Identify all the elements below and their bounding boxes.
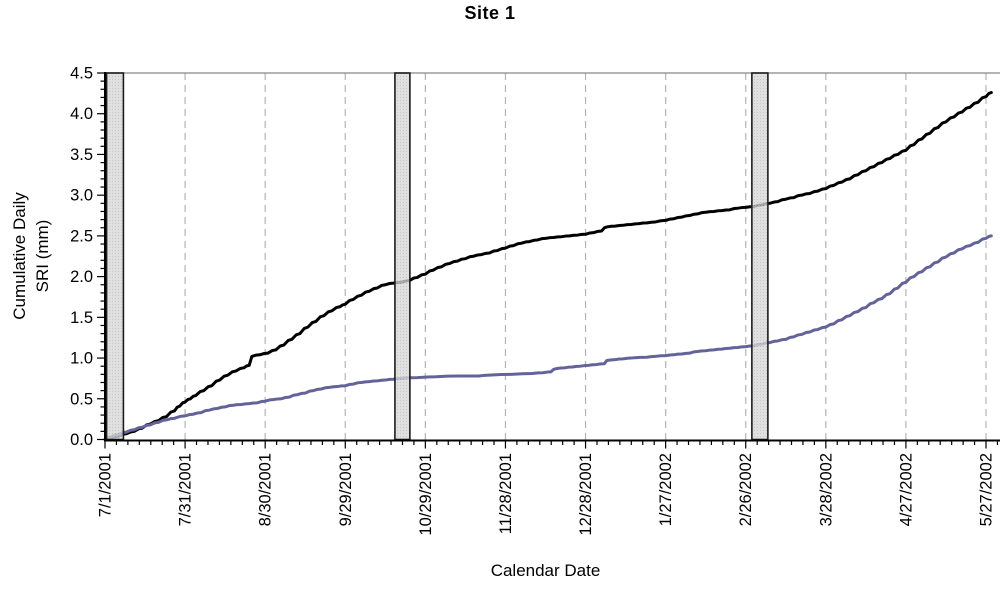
- axis-lines: [104, 72, 1000, 442]
- y-tick-label: 1.5: [70, 309, 93, 327]
- gridlines: [184, 73, 987, 440]
- y-tick-labels: 0.0 0.5 1.0 1.5 2.0 2.5 3.0 3.5 4.0 4.5: [70, 65, 93, 450]
- chart-title: Site 1: [464, 3, 516, 23]
- x-tick-label: 12/28/2001: [577, 453, 595, 536]
- x-tick-label: 1/27/2002: [657, 453, 675, 526]
- x-tick-label: 5/27/2002: [978, 453, 996, 526]
- y-tick-label: 3.0: [70, 187, 93, 205]
- data-series: [103, 91, 993, 441]
- y-tick-label: 1.0: [70, 350, 93, 368]
- x-tick-label: 3/28/2002: [817, 453, 835, 526]
- y-tick-label: 4.0: [70, 105, 93, 123]
- y-axis-title-line1: Cumulative Daily: [10, 192, 29, 320]
- shaded-bar: [394, 72, 411, 441]
- x-axis-title: Calendar Date: [490, 561, 601, 580]
- y-tick-label: 0.5: [70, 390, 93, 408]
- x-tick-label: 8/30/2001: [257, 453, 275, 526]
- y-axis-title-line2: SRI (mm): [33, 219, 52, 293]
- x-tick-label: 10/29/2001: [417, 453, 435, 536]
- x-tick-labels: 7/1/2001 7/31/2001 8/30/2001 9/29/2001 10/29…: [97, 453, 996, 536]
- x-tick-label: 7/1/2001: [97, 453, 115, 517]
- shaded-bar: [105, 72, 125, 441]
- y-tick-label: 2.5: [70, 227, 93, 245]
- x-tick-label: 2/26/2002: [737, 453, 755, 526]
- shaded-bars: [105, 72, 769, 441]
- axis-ticks: [97, 72, 999, 449]
- series-line-cumulative-sri-blue: [103, 234, 993, 441]
- x-tick-label: 7/31/2001: [177, 453, 195, 526]
- y-tick-label: 3.5: [70, 146, 93, 164]
- y-tick-label: 2.0: [70, 268, 93, 286]
- x-tick-label: 9/29/2001: [337, 453, 355, 526]
- x-tick-label: 4/27/2002: [897, 453, 915, 526]
- series-line-cumulative-sri-black: [103, 91, 993, 441]
- y-axis-title: Cumulative Daily SRI (mm): [8, 192, 54, 320]
- y-tick-label: 0.0: [70, 431, 93, 449]
- y-tick-label: 4.5: [70, 65, 93, 83]
- x-tick-label: 11/28/2001: [497, 453, 515, 534]
- shaded-bar: [751, 72, 769, 441]
